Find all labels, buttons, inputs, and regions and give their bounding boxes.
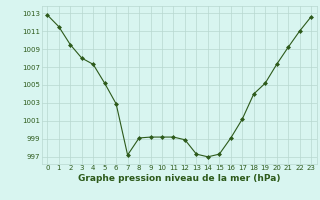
X-axis label: Graphe pression niveau de la mer (hPa): Graphe pression niveau de la mer (hPa) <box>78 174 280 183</box>
